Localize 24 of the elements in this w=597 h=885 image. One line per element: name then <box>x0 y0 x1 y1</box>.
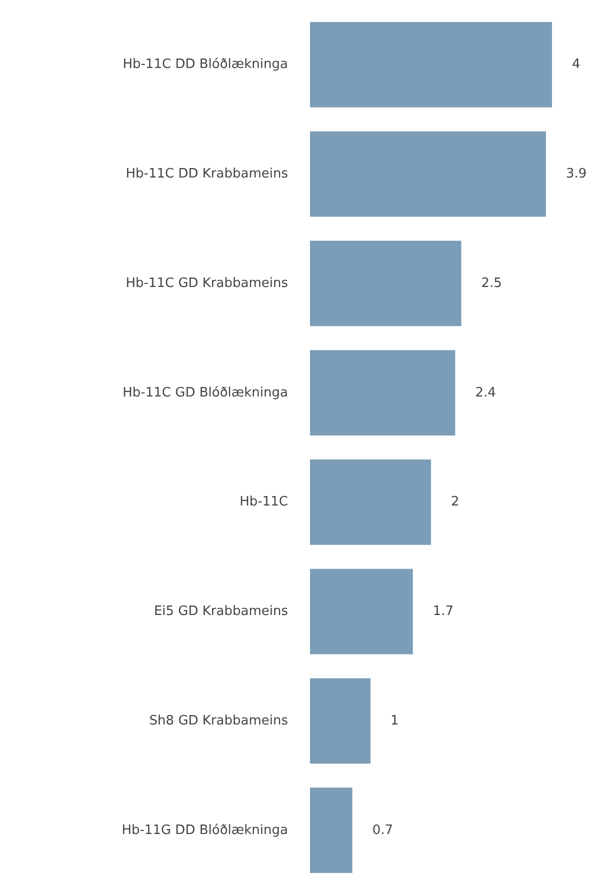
bar <box>310 350 456 436</box>
bar <box>310 22 552 108</box>
y-tick-label: Hb-11C DD Krabbameins <box>126 166 288 182</box>
data-label: 2 <box>451 494 460 510</box>
y-tick-label: Hb-11C <box>240 494 288 510</box>
y-tick-label: Ei5 GD Krabbameins <box>154 604 288 620</box>
bar <box>310 678 370 764</box>
y-tick-label: Hb-11C GD Blóðlækninga <box>122 385 288 400</box>
data-label: 1 <box>390 713 399 728</box>
data-label: 2.5 <box>481 276 502 291</box>
bar <box>310 240 462 326</box>
y-tick-label: Sh8 GD Krabbameins <box>149 713 288 728</box>
y-tick-label: Hb-11G DD Blóðlækninga <box>122 822 288 838</box>
data-label: 3.9 <box>566 166 587 182</box>
bar <box>310 460 431 545</box>
data-label: 1.7 <box>432 604 454 620</box>
bar <box>310 131 546 217</box>
data-label: 4 <box>572 57 580 72</box>
y-tick-label: Hb-11C DD Blóðlækninga <box>122 57 288 72</box>
y-tick-label: Hb-11C GD Krabbameins <box>126 276 288 291</box>
data-label: 0.7 <box>372 822 394 838</box>
bar <box>310 788 352 873</box>
bar <box>310 568 413 654</box>
data-label: 2.4 <box>475 385 496 400</box>
